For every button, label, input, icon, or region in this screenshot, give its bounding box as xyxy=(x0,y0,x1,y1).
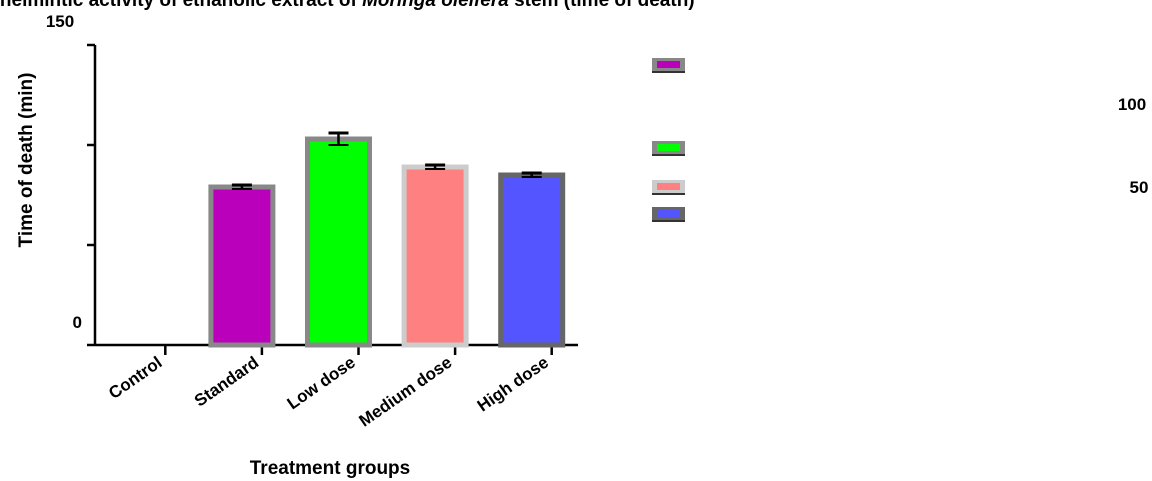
y-tick-label: 100 xyxy=(1118,95,1146,114)
bar-high-dose xyxy=(498,172,566,348)
bar-medium-dose xyxy=(401,164,469,348)
y-axis-label: Time of death (min) xyxy=(16,73,37,248)
x-tick-label: Standard xyxy=(191,353,262,411)
chart-title: nthelmintic activity of ethanolic extrac… xyxy=(0,0,695,11)
legend-swatch xyxy=(652,141,685,156)
x-axis-label: Treatment groups xyxy=(250,458,410,479)
x-tick-label: Control xyxy=(105,353,165,403)
error-bar xyxy=(425,163,446,170)
bar-low-dose xyxy=(305,136,372,348)
chart-bars xyxy=(208,131,566,348)
legend-swatch xyxy=(652,180,685,195)
x-tick-label: Low dose xyxy=(284,353,359,414)
y-tick-label: 0 xyxy=(73,313,82,332)
error-bar xyxy=(231,183,252,190)
y-tick-label: 50 xyxy=(1130,178,1149,197)
y-tick-label: 150 xyxy=(46,12,74,31)
x-tick-label: Medium dose xyxy=(356,353,456,431)
error-bar xyxy=(521,171,542,178)
x-tick-label: High dose xyxy=(474,353,552,416)
legend-swatch xyxy=(652,207,685,222)
legend-swatch xyxy=(652,58,685,73)
error-bar xyxy=(328,131,349,146)
chart-legend xyxy=(652,58,685,222)
bar-standard xyxy=(208,184,276,348)
